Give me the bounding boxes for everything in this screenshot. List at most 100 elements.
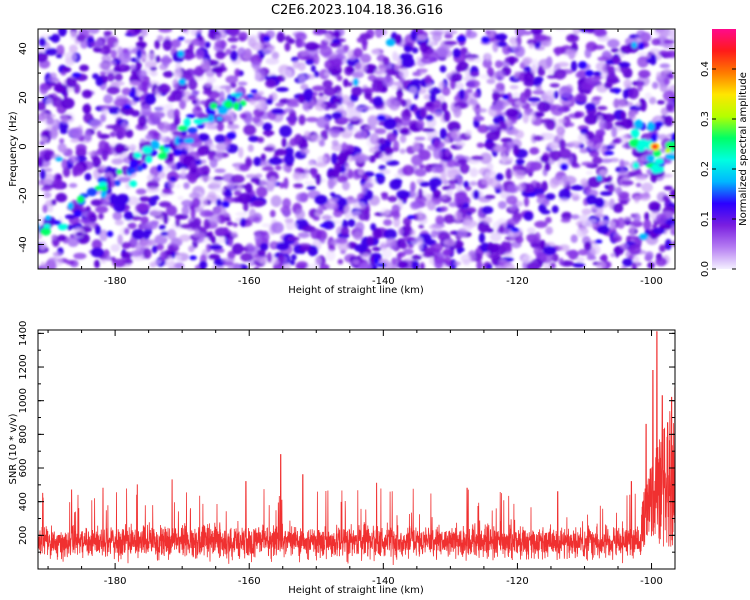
spectrogram-cell [38,37,47,47]
spectrogram-cell [611,126,618,138]
spectrogram-cell [492,88,502,93]
spectrogram-cell [614,88,620,94]
spectrogram-cell [317,205,324,213]
spectrogram-cell [114,73,123,82]
spectrogram-cell [435,215,445,225]
spectrogram-track-cell [114,179,121,187]
spectrogram-cell [284,218,294,224]
spectrogram-cell [69,31,77,41]
spectrogram-cell [486,244,500,253]
spectrogram-cell [315,211,322,217]
spectrogram-cell [347,81,353,87]
spectrogram-cell [492,90,500,102]
spectrogram-cell [646,58,657,64]
spectrogram-cell [133,29,143,34]
spectrogram-cell [545,216,552,224]
spectrogram-cell [199,175,214,182]
spectrogram-track-cell [53,220,62,226]
spectrogram-cell [503,262,515,269]
spectrogram-cell [597,56,609,62]
spectrogram-cell [419,181,431,187]
spectrogram-cell [67,236,80,247]
spectrogram-cell [123,258,134,265]
spectrogram-cell [265,57,280,65]
spectrogram-cell [448,179,458,185]
spectrogram-cell [512,203,518,209]
spectrogram-cell [595,129,606,137]
spectrogram-cell [219,90,225,102]
spectrogram-cell [430,243,443,252]
spectrogram-cell [95,225,101,236]
spectrogram-cell [627,87,639,100]
spectrogram-cell [424,74,433,85]
spectrogram-cell [293,183,304,189]
spectrogram-cell [55,54,63,59]
spectrogram-cell [525,161,537,173]
spectrogram-cell [414,136,426,141]
spectrogram-cell [73,252,87,260]
spectrogram-cell [126,196,140,206]
spectrogram-cell [122,48,129,54]
spectrogram-cell [283,210,291,218]
spectrogram-cell [409,191,416,199]
spectrogram-cell [403,248,414,255]
spectrogram-cell [453,261,462,266]
spectrogram-cell [555,29,567,32]
spectrogram-cell [354,152,367,164]
spectrogram-cell [361,183,368,195]
spectrogram-cell [483,142,498,148]
spectrogram-cell [76,34,86,42]
spectrogram-cell [251,61,261,69]
spectrogram-cell [614,137,622,144]
spectrogram-cell [623,216,633,221]
spectrogram-cell [306,73,316,80]
spectrogram-cell [124,144,139,149]
spectrogram-cell [304,41,319,51]
spectrogram-cell [359,33,371,40]
spectrogram-cell [96,148,102,156]
spectrogram-cell [246,243,254,249]
spectrogram-cell [234,68,241,78]
spectrogram-cell [123,104,132,110]
spectrogram-cell [286,98,300,104]
colorbar-gradient [712,29,736,269]
spectrogram-cell [44,118,57,127]
spectrogram-cell [237,192,252,204]
snr-y-tick-label: 400 [18,492,29,511]
spectrogram-cell [396,252,402,263]
spectrogram-cell [214,134,226,144]
spectrogram-cell [109,131,117,138]
spectrogram-cell [130,250,142,257]
spectrogram-track-cell [217,106,229,115]
spectrogram-cell [514,45,525,58]
spectrogram-cell [172,67,183,79]
spectrogram-cell [248,135,260,142]
spectrogram-cell [143,248,152,259]
spectrogram-cell [240,217,246,228]
spectrogram-cell [335,63,342,71]
spectrogram-cell [268,176,278,187]
spectrogram-cell [112,258,126,268]
spectrogram-cell [612,98,627,109]
spectrogram-cell [612,203,624,214]
spectrogram-cell [201,165,211,176]
spectrogram-cell [94,259,100,269]
spectrogram-cell [419,107,427,119]
spectrogram-cell [411,154,424,166]
spectrogram-cell [490,104,504,111]
spectrogram-cell [383,219,393,226]
spectrogram-cell [515,235,524,244]
spectrogram-cell [585,170,594,175]
spectrogram-cell [590,244,601,256]
spectrogram-cell [221,257,236,263]
spectrogram-cell [373,96,384,107]
spectrogram-cell [466,29,472,37]
spectrogram-cell [144,93,156,105]
spectrogram-cell [194,65,205,78]
spectrogram-cell [647,262,655,269]
spectrogram-cell [558,257,564,266]
spectrogram-cell [130,64,136,71]
spectrogram-cell [393,101,401,108]
spectrogram-cell [337,197,348,207]
spectrogram-cell [369,255,376,265]
